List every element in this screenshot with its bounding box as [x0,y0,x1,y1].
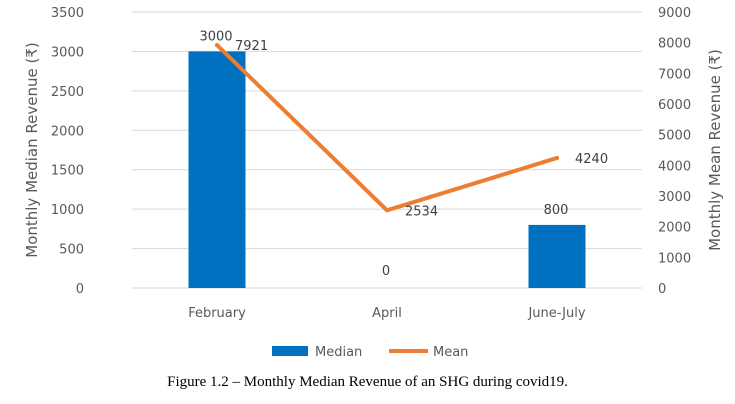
left-tick-label: 2500 [51,85,84,100]
mean-line-group [215,43,559,213]
mean-data-label: 2534 [405,204,438,219]
right-tick-label: 3000 [658,190,691,205]
median-bar [528,224,586,288]
combo-chart: 0 500 1000 1500 2000 2500 3000 3500 0 1000 2000 30… [23,6,724,360]
left-tick-label: 1000 [51,203,84,218]
right-tick-label: 2000 [658,221,691,236]
legend-swatch-median [272,346,308,356]
left-tick-label: 0 [76,282,84,297]
x-tick-label: April [372,306,402,321]
right-tick-label: 6000 [658,98,691,113]
median-data-label: 800 [544,203,569,218]
right-tick-label: 4000 [658,159,691,174]
right-tick-label: 1000 [658,251,691,266]
mean-line [215,43,559,213]
right-tick-label: 9000 [658,6,691,21]
x-axis-ticks: February April June-July [188,306,586,321]
right-axis-title: Monthly Mean Revenue (₹) [706,49,724,251]
legend-label-median: Median [315,345,362,360]
right-axis-ticks: 0 1000 2000 3000 4000 5000 6000 7000 8000 9000 [658,6,691,297]
median-bars [188,51,586,288]
left-axis-title: Monthly Median Revenue (₹) [23,42,41,258]
right-tick-label: 0 [658,282,666,297]
right-tick-label: 7000 [658,67,691,82]
x-tick-label: June-July [527,306,585,321]
left-axis-ticks: 0 500 1000 1500 2000 2500 3000 3500 [51,6,84,297]
left-tick-label: 3000 [51,45,84,60]
mean-data-label: 4240 [575,152,608,167]
legend: Median Mean [272,345,468,360]
median-data-label: 0 [382,264,390,279]
data-labels: 3000 0 800 7921 2534 4240 [199,29,608,279]
mean-point [385,208,389,213]
right-tick-label: 8000 [658,37,691,52]
mean-point [555,155,559,160]
left-tick-label: 1500 [51,164,84,179]
left-tick-label: 2000 [51,124,84,139]
right-tick-label: 5000 [658,129,691,144]
x-tick-label: February [188,306,246,321]
median-data-label: 3000 [199,29,232,44]
figure-caption: Figure 1.2 – Monthly Median Revenue of a… [167,374,568,390]
mean-data-label: 7921 [235,39,268,54]
mean-point [215,43,219,48]
median-bar [188,51,246,288]
legend-label-mean: Mean [433,345,468,360]
left-tick-label: 3500 [51,6,84,21]
left-tick-label: 500 [59,243,84,258]
